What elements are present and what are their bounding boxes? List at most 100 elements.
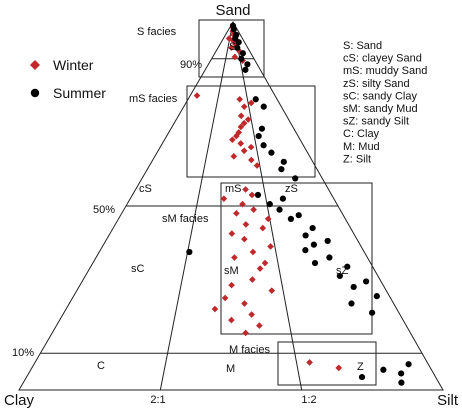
summer-point bbox=[311, 259, 319, 267]
winter-point bbox=[261, 259, 269, 267]
winter-point bbox=[220, 195, 228, 202]
legend-winter-marker bbox=[30, 60, 40, 70]
winter-point bbox=[244, 116, 252, 123]
summer-point bbox=[310, 241, 317, 248]
winter-point bbox=[241, 300, 248, 307]
summer-point bbox=[398, 370, 405, 377]
summer-point bbox=[292, 175, 299, 182]
legend-winter-label: Winter bbox=[53, 57, 94, 73]
summer-point bbox=[369, 309, 376, 316]
winter-point bbox=[233, 210, 240, 217]
winter-point bbox=[241, 235, 248, 243]
summer-point bbox=[287, 215, 295, 222]
winter-point bbox=[230, 153, 238, 160]
summer-point bbox=[186, 248, 193, 256]
abbreviation-key-item: cS: clayey Sand bbox=[343, 53, 422, 65]
summer-point bbox=[268, 149, 275, 156]
facies-box-m bbox=[277, 341, 377, 386]
summer-point bbox=[238, 55, 245, 62]
zone-label-z: Z bbox=[357, 361, 364, 373]
winter-point bbox=[225, 35, 233, 42]
zone-label-s: S bbox=[229, 41, 236, 53]
ratio-label-1-2: 1:2 bbox=[301, 394, 316, 406]
winter-point bbox=[242, 186, 249, 193]
facies-box-s bbox=[198, 19, 265, 78]
zone-label-sc: sC bbox=[131, 263, 145, 275]
winter-point bbox=[235, 129, 243, 136]
summer-point bbox=[252, 96, 259, 103]
winter-point bbox=[264, 215, 272, 223]
zone-label-sz: sZ bbox=[336, 265, 349, 277]
vertex-label-silt: Silt bbox=[437, 392, 459, 409]
summer-point bbox=[380, 366, 387, 373]
abbreviation-key-item: Z: Silt bbox=[343, 153, 371, 165]
winter-point bbox=[250, 206, 257, 213]
legend-summer-marker bbox=[30, 88, 40, 98]
summer-point bbox=[278, 166, 285, 173]
summer-point bbox=[344, 263, 351, 270]
winter-point bbox=[242, 221, 250, 228]
facies-label-ms: mS facies bbox=[129, 93, 178, 105]
zone-label-ms: mS bbox=[225, 183, 242, 195]
winter-point bbox=[268, 287, 276, 294]
abbreviation-key-item: sC: sandy Clay bbox=[343, 90, 417, 102]
winter-point bbox=[242, 329, 249, 337]
winter-point bbox=[248, 156, 255, 164]
winter-point bbox=[228, 230, 236, 237]
vertex-label-clay: Clay bbox=[4, 392, 35, 409]
winter-point bbox=[247, 99, 255, 107]
winter-point bbox=[233, 132, 240, 140]
summer-point bbox=[279, 195, 287, 202]
summer-point bbox=[373, 293, 380, 300]
zone-label-cs: cS bbox=[139, 183, 152, 195]
abbreviation-key-item: S: Sand bbox=[343, 40, 382, 52]
summer-point bbox=[324, 237, 331, 245]
summer-point bbox=[295, 212, 302, 219]
ratio-label-2-1: 2:1 bbox=[150, 394, 165, 406]
winter-point bbox=[232, 40, 239, 48]
winter-point bbox=[259, 224, 267, 232]
winter-point bbox=[193, 92, 201, 99]
summer-point bbox=[302, 232, 309, 239]
winter-point bbox=[221, 294, 229, 302]
ratio-2-1-line bbox=[159, 21, 234, 391]
winter-point bbox=[237, 140, 245, 147]
winter-point bbox=[256, 322, 263, 329]
summer-point bbox=[358, 374, 366, 381]
winter-point bbox=[267, 243, 274, 250]
winter-point bbox=[229, 136, 236, 144]
zone-label-m: M bbox=[226, 363, 235, 375]
sand-level-90-label: 90% bbox=[180, 59, 202, 71]
facies-box-ms bbox=[186, 85, 316, 178]
facies-label-sm: sM facies bbox=[162, 213, 209, 225]
facies-box-sm bbox=[220, 182, 373, 335]
summer-point bbox=[336, 272, 343, 280]
abbreviation-key-item: zS: silty Sand bbox=[343, 78, 410, 90]
summer-point bbox=[326, 254, 333, 261]
summer-point bbox=[405, 361, 412, 368]
summer-point bbox=[348, 300, 355, 307]
summer-point bbox=[280, 158, 287, 165]
summer-point bbox=[234, 44, 241, 51]
winter-point bbox=[247, 143, 255, 151]
summer-point bbox=[242, 66, 249, 73]
summer-point bbox=[309, 224, 316, 232]
summer-point bbox=[302, 247, 309, 254]
summer-point bbox=[276, 206, 283, 213]
zone-label-zs: zS bbox=[285, 183, 298, 195]
abbreviation-key-item: sZ: sandy Silt bbox=[343, 116, 409, 128]
winter-point bbox=[248, 191, 256, 199]
summer-point bbox=[363, 278, 370, 285]
sand-level-10-label: 10% bbox=[12, 347, 34, 359]
summer-point bbox=[244, 61, 251, 68]
zone-label-c: C bbox=[97, 360, 105, 372]
winter-point bbox=[249, 276, 256, 283]
abbreviation-key-item: mS: muddy Sand bbox=[343, 65, 427, 77]
winter-point bbox=[228, 281, 235, 289]
summer-point bbox=[260, 142, 267, 149]
vertex-label-sand: Sand bbox=[215, 2, 250, 19]
winter-point bbox=[228, 316, 235, 324]
winter-point bbox=[237, 123, 245, 131]
summer-point bbox=[230, 26, 237, 33]
